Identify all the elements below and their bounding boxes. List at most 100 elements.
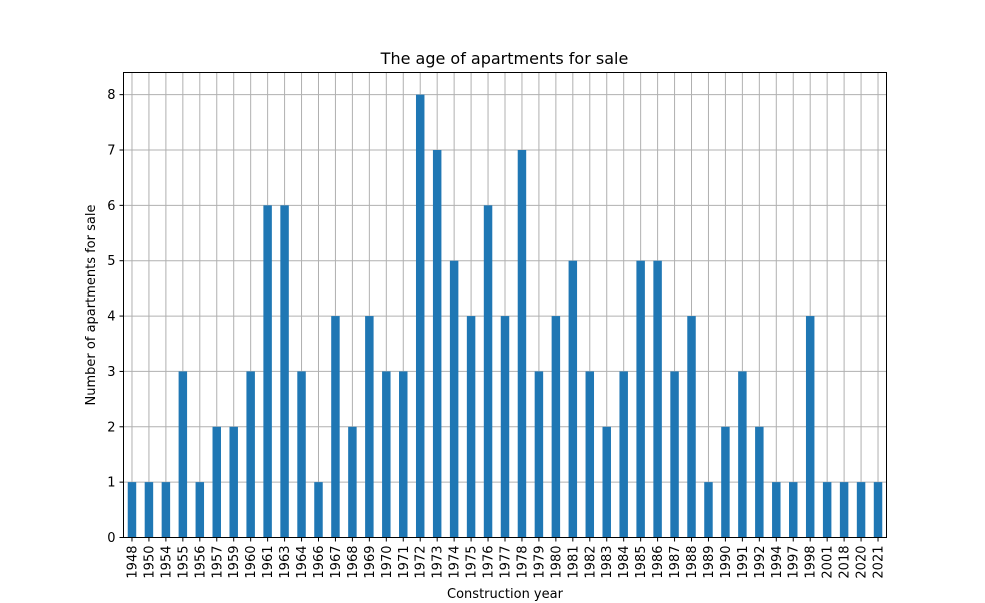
- bar-1990: [721, 426, 730, 538]
- bar-1960: [246, 371, 255, 538]
- bar-1972: [415, 94, 425, 538]
- x-tick-label: 1975: [465, 546, 480, 579]
- x-tick-label: 1956: [193, 546, 208, 579]
- x-tick-label: 1969: [363, 546, 378, 579]
- x-tick-label: 1972: [414, 546, 429, 579]
- bar-1963: [280, 205, 289, 538]
- x-tick-label: 2021: [872, 546, 887, 579]
- x-tick-label: 2001: [821, 546, 836, 579]
- bar-1950: [144, 482, 154, 538]
- bar-2020: [856, 482, 866, 538]
- bar-1997: [789, 482, 798, 538]
- bar-1961: [263, 205, 272, 538]
- x-tick-label: 1976: [482, 546, 497, 579]
- bar-1979: [534, 371, 544, 538]
- y-tick-label: 6: [107, 199, 115, 214]
- bar-1971: [399, 371, 408, 538]
- x-tick-label: 1987: [668, 546, 683, 579]
- bar-1948: [127, 482, 137, 538]
- y-tick-label: 3: [107, 365, 115, 380]
- x-tick-label: 1985: [634, 546, 649, 579]
- bar-1957: [212, 426, 221, 538]
- y-tick-label: 5: [107, 254, 115, 269]
- x-tick-label: 1989: [702, 546, 717, 579]
- x-tick-label: 1979: [532, 546, 547, 579]
- bar-1982: [585, 371, 595, 538]
- x-tick-label: 1973: [431, 546, 446, 579]
- bar-1955: [178, 371, 188, 538]
- x-tick-label: 1997: [787, 546, 802, 579]
- bar-1959: [229, 426, 238, 538]
- x-tick-label: 1970: [380, 546, 395, 579]
- chart-title: The age of apartments for sale: [380, 49, 629, 68]
- x-tick-label: 1948: [125, 546, 140, 579]
- x-tick-label: 1964: [295, 546, 310, 579]
- x-tick-label: 1963: [278, 546, 293, 579]
- bar-1980: [551, 316, 561, 538]
- x-tick-label: 1981: [566, 546, 581, 579]
- bar-1954: [161, 482, 171, 538]
- x-tick-label: 1959: [227, 546, 242, 579]
- bar-1987: [670, 371, 679, 538]
- bar-1989: [704, 482, 713, 538]
- bar-1978: [517, 150, 527, 538]
- y-axis-ticks: 0 1 2 3 4 5 6 7 8: [107, 88, 124, 546]
- x-tick-label: 1982: [583, 546, 598, 579]
- bar-1968: [348, 426, 357, 538]
- x-tick-label: 2020: [855, 546, 870, 579]
- x-tick-label: 1967: [329, 546, 344, 579]
- x-tick-label: 1978: [515, 546, 530, 579]
- bar-1966: [314, 482, 323, 538]
- bar-1967: [331, 316, 340, 538]
- x-tick-label: 1971: [397, 546, 412, 579]
- x-tick-label: 1986: [651, 546, 666, 579]
- bar-1956: [195, 482, 205, 538]
- bar-1998: [805, 316, 815, 538]
- bar-1964: [297, 371, 306, 538]
- y-tick-label: 7: [107, 144, 115, 159]
- x-axis-ticks: 1948 1950 1954 1955 1956 1957 1959 1960 1961 1963…: [125, 537, 887, 579]
- bar-1985: [636, 260, 645, 538]
- bar-1970: [382, 371, 391, 538]
- y-tick-label: 1: [107, 476, 115, 491]
- x-tick-label: 1974: [448, 546, 463, 579]
- x-tick-label: 1994: [770, 546, 785, 579]
- x-tick-label: 1961: [261, 546, 276, 579]
- x-tick-label: 1984: [617, 546, 632, 579]
- x-tick-label: 1968: [346, 546, 361, 579]
- x-tick-label: 1977: [499, 546, 514, 579]
- bar-1994: [772, 482, 781, 538]
- y-tick-label: 2: [107, 420, 115, 435]
- x-tick-label: 1950: [142, 546, 157, 579]
- bars: [127, 94, 883, 538]
- bar-1986: [653, 260, 662, 538]
- bar-2021: [873, 482, 883, 538]
- y-tick-label: 4: [107, 310, 115, 325]
- y-tick-label: 0: [107, 531, 115, 546]
- x-tick-label: 1954: [159, 546, 174, 579]
- bar-2001: [822, 482, 832, 538]
- bar-1973: [432, 150, 442, 538]
- x-tick-label: 1991: [736, 546, 751, 579]
- x-tick-label: 2018: [838, 546, 853, 579]
- bar-1984: [619, 371, 628, 538]
- x-tick-label: 1990: [719, 546, 734, 579]
- bar-1988: [687, 316, 696, 538]
- y-axis-title: Number of apartments for sale: [84, 205, 99, 406]
- x-tick-label: 1988: [685, 546, 700, 579]
- bar-1977: [500, 316, 510, 538]
- bar-1981: [568, 260, 578, 538]
- bar-1991: [738, 371, 747, 538]
- x-tick-label: 1980: [549, 546, 564, 579]
- x-tick-label: 1992: [753, 546, 768, 579]
- bar-1969: [365, 316, 374, 538]
- x-axis-title: Construction year: [447, 587, 564, 602]
- bar-1975: [466, 316, 476, 538]
- x-tick-label: 1998: [804, 546, 819, 579]
- bar-1976: [483, 205, 493, 538]
- x-tick-label: 1955: [176, 546, 191, 579]
- bar-1974: [449, 260, 459, 538]
- bar-1992: [755, 426, 764, 538]
